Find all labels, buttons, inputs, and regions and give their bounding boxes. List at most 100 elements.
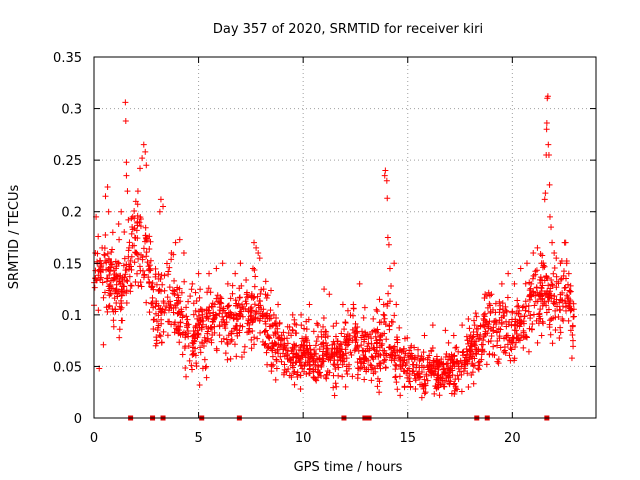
data-point (241, 343, 248, 350)
data-point (390, 347, 397, 354)
data-point (117, 297, 124, 304)
data-point (197, 286, 204, 293)
data-point (145, 263, 152, 270)
x-tick-label: 0 (90, 431, 98, 446)
data-point (109, 229, 116, 236)
data-point (361, 304, 368, 311)
data-point (228, 336, 235, 343)
data-point (260, 286, 267, 293)
data-point (319, 358, 326, 365)
data-point (219, 260, 226, 267)
data-point (335, 364, 342, 371)
data-point (558, 297, 565, 304)
data-point (484, 330, 491, 337)
data-point (281, 366, 288, 373)
data-point (237, 260, 244, 267)
data-point (546, 294, 553, 301)
data-point (281, 335, 288, 342)
data-point (429, 368, 436, 375)
data-point (232, 311, 239, 318)
data-point (266, 335, 273, 342)
data-point (545, 306, 552, 313)
data-point (511, 327, 518, 334)
data-point (187, 293, 194, 300)
data-point (321, 286, 328, 293)
data-point (152, 265, 159, 272)
data-point (154, 326, 161, 333)
data-point (550, 270, 557, 277)
data-point (201, 334, 208, 341)
data-point (376, 296, 383, 303)
data-point (483, 361, 490, 368)
data-point (363, 356, 370, 363)
data-point (263, 349, 270, 356)
data-point (198, 326, 205, 333)
data-point (276, 319, 283, 326)
data-point (183, 320, 190, 327)
data-point (113, 290, 120, 297)
data-point (570, 343, 577, 350)
data-point (126, 273, 133, 280)
y-tick-label: 0.1 (61, 309, 82, 324)
data-point (504, 294, 511, 301)
data-point (559, 303, 566, 310)
data-point (318, 372, 325, 379)
data-point (262, 318, 269, 325)
data-point (200, 343, 207, 350)
data-point (116, 236, 123, 243)
data-point (515, 335, 522, 342)
data-point (522, 307, 529, 314)
data-point (541, 298, 548, 305)
data-point (364, 345, 371, 352)
data-point (549, 281, 556, 288)
data-point (160, 328, 167, 335)
data-point (183, 313, 190, 320)
data-point (345, 361, 352, 368)
data-point (227, 355, 234, 362)
data-point (303, 370, 310, 377)
data-point (229, 282, 236, 289)
data-point (323, 350, 330, 357)
data-point (155, 322, 162, 329)
data-point (239, 303, 246, 310)
data-point (284, 356, 291, 363)
data-point (355, 347, 362, 354)
data-point (344, 370, 351, 377)
data-point (236, 312, 243, 319)
data-point (536, 313, 543, 320)
data-point (102, 193, 109, 200)
data-point (227, 295, 234, 302)
data-point (97, 276, 104, 283)
data-point (563, 260, 570, 267)
data-point (566, 287, 573, 294)
data-point (145, 274, 152, 281)
data-point (205, 285, 212, 292)
data-point (488, 291, 495, 298)
data-point (511, 280, 518, 287)
data-point (258, 306, 265, 313)
data-point (381, 312, 388, 319)
data-point (136, 263, 143, 270)
data-point (569, 337, 576, 344)
data-point (567, 327, 574, 334)
data-point (543, 290, 550, 297)
data-point (533, 284, 540, 291)
data-point (164, 332, 171, 339)
data-point (503, 308, 510, 315)
data-point (377, 332, 384, 339)
data-point (109, 246, 116, 253)
data-point (547, 285, 554, 292)
data-point (229, 290, 236, 297)
data-point (137, 279, 144, 286)
data-point (411, 356, 418, 363)
data-point (269, 322, 276, 329)
data-point (490, 324, 497, 331)
data-point (105, 208, 112, 215)
data-point (493, 329, 500, 336)
data-point (482, 291, 489, 298)
data-point (95, 233, 102, 240)
data-point (485, 325, 492, 332)
data-point (97, 268, 104, 275)
data-point (453, 344, 460, 351)
data-point (153, 281, 160, 288)
